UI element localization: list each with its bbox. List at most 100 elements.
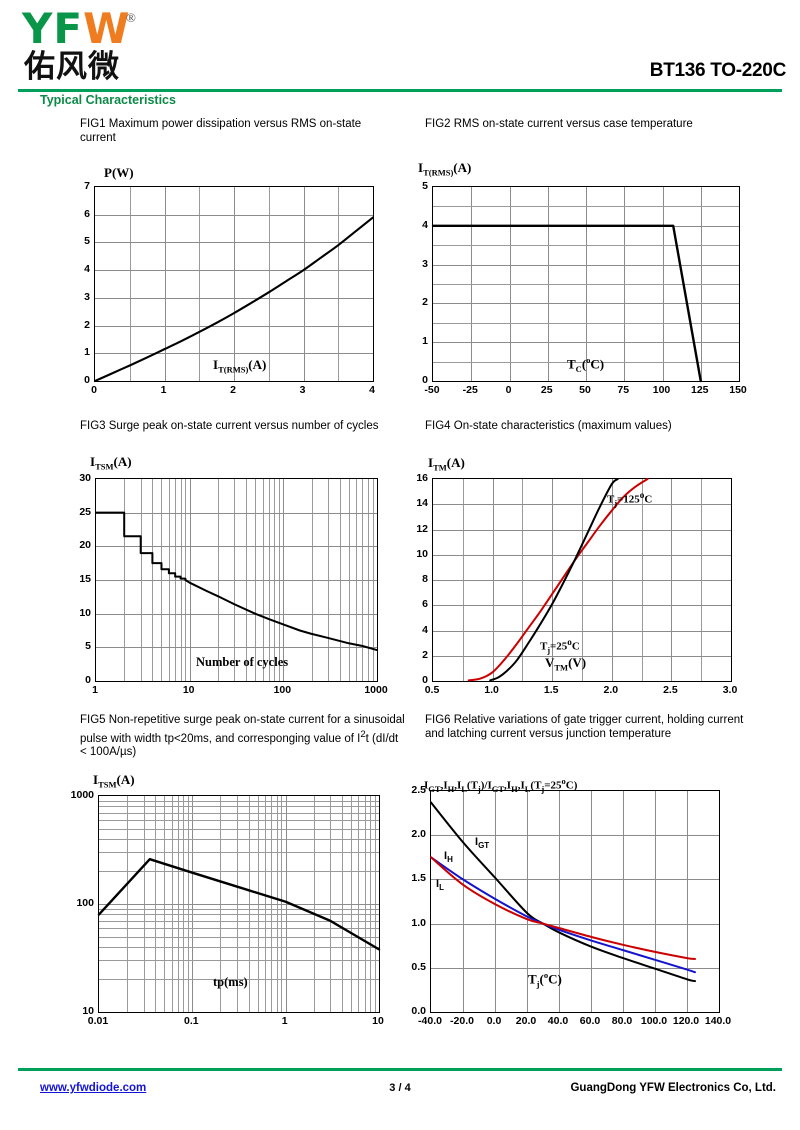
- figure-1-x-axis-label: IT(RMS)(A): [213, 357, 267, 375]
- gridline-horizontal: [99, 812, 379, 814]
- axis-tick-x: 0.01: [87, 1015, 109, 1027]
- axis-tick-x: 1000: [364, 684, 388, 696]
- axis-tick-x: -40.0: [418, 1015, 442, 1027]
- gridline-vertical: [129, 187, 131, 381]
- axis-tick-y: 10: [79, 606, 91, 619]
- figure-3-plot: [95, 478, 378, 682]
- gridline-horizontal: [431, 923, 719, 925]
- axis-tick-x: 0.1: [184, 1015, 199, 1027]
- figure-5-x-axis-label: tp(ms): [213, 975, 248, 989]
- gridline-vertical: [303, 187, 305, 381]
- gridline-horizontal: [96, 647, 377, 649]
- axis-tick-y: 1: [84, 346, 90, 359]
- gridline-horizontal: [433, 342, 739, 344]
- data-series-tj-25-c: [489, 478, 619, 682]
- axis-tick-y: 0: [422, 374, 428, 386]
- gridline-horizontal: [99, 800, 379, 802]
- gridline-vertical: [591, 791, 592, 1012]
- figure-5-caption: FIG5 Non-repetitive surge peak on-state …: [80, 714, 405, 758]
- figure-4-x-axis-label: VTM(V): [545, 655, 587, 673]
- axis-tick-x: 100: [652, 384, 671, 396]
- figure-6-caption: FIG6 Relative variations of gate trigger…: [425, 714, 744, 740]
- gridline-horizontal: [99, 819, 379, 821]
- figure-2-x-axis-label: TC(oC): [567, 355, 605, 374]
- axis-tick-y: 30: [79, 472, 91, 484]
- axis-tick-y: 12: [416, 522, 428, 535]
- gridline-horizontal: [433, 322, 739, 324]
- axis-tick-y: 1.5: [411, 872, 426, 885]
- logo-wordmark: YFW: [22, 4, 131, 53]
- axis-tick-x: 3: [299, 384, 306, 396]
- axis-tick-x: 1: [281, 1015, 288, 1027]
- gridline-horizontal: [99, 936, 379, 938]
- figure-1-y-axis-label: P(W): [104, 165, 134, 180]
- plot-curves: [97, 857, 381, 951]
- figure-1-caption: FIG1 Maximum power dissipation versus RM…: [80, 118, 362, 144]
- axis-tick-x: 20.0: [515, 1015, 537, 1027]
- axis-tick-y: 2: [422, 296, 428, 309]
- plot-curves: [467, 478, 649, 682]
- axis-tick-x: 2: [230, 384, 236, 396]
- gridline-horizontal: [433, 206, 739, 208]
- axis-tick-x: -50: [424, 384, 440, 396]
- axis-tick-x: 3.0: [722, 684, 738, 696]
- axis-tick-y: 6: [422, 598, 428, 611]
- axis-tick-y: 5: [84, 235, 90, 248]
- gridline-horizontal: [433, 554, 731, 556]
- axis-tick-y: 8: [422, 573, 428, 585]
- gridline-vertical: [268, 187, 270, 381]
- axis-tick-y: 3: [422, 257, 428, 270]
- company-logo: YFW ® 佑风微: [22, 8, 212, 88]
- data-series-i-gt: [430, 801, 696, 983]
- gridline-horizontal: [95, 353, 373, 355]
- figure-3-caption: FIG3 Surge peak on-state current versus …: [80, 420, 379, 432]
- figure-4-annotation-25c: Tj=25oC: [540, 637, 580, 655]
- footer-website-link[interactable]: www.yfwdiode.com: [40, 1082, 147, 1094]
- axis-tick-y: 2.0: [411, 828, 426, 841]
- gridline-horizontal: [99, 904, 379, 905]
- gridline-vertical: [338, 187, 340, 381]
- axis-tick-x: 50: [579, 384, 591, 396]
- gridline-vertical: [559, 791, 560, 1012]
- gridline-vertical: [655, 791, 656, 1012]
- gridline-horizontal: [99, 838, 379, 840]
- axis-tick-x: 0.0: [486, 1015, 502, 1027]
- figure-6-annotation-ih: IH: [444, 850, 453, 865]
- gridline-horizontal: [99, 960, 379, 962]
- axis-tick-x: 1: [160, 384, 167, 396]
- gridline-vertical: [495, 791, 496, 1012]
- gridline-horizontal: [431, 879, 719, 881]
- figure-5-plot: [97, 795, 381, 1013]
- axis-tick-y: 2: [84, 318, 90, 331]
- figure-3-x-axis-label: Number of cycles: [196, 655, 289, 669]
- axis-tick-y: 25: [79, 505, 91, 518]
- figure-4-caption: FIG4 On-state characteristics (maximum v…: [425, 420, 672, 432]
- axis-tick-x: 75: [617, 384, 630, 396]
- gridline-horizontal: [433, 245, 739, 247]
- footer-divider: [18, 1068, 782, 1071]
- axis-tick-x: 0: [91, 384, 97, 396]
- axis-tick-y: 1: [422, 335, 428, 348]
- figure-2-plot: [431, 186, 740, 383]
- gridline-vertical: [623, 791, 624, 1012]
- axis-tick-x: 100: [273, 684, 292, 696]
- gridline-horizontal: [99, 946, 379, 948]
- gridline-horizontal: [433, 361, 739, 363]
- axis-tick-y: 2.5: [411, 784, 426, 796]
- axis-tick-x: 1.5: [543, 684, 559, 696]
- axis-tick-x: 1: [92, 684, 98, 696]
- gridline-horizontal: [95, 325, 373, 327]
- axis-tick-y: 6: [84, 207, 90, 220]
- gridline-vertical: [199, 187, 201, 381]
- data-series-tj-125-c: [467, 478, 649, 682]
- gridline-horizontal: [99, 828, 379, 830]
- figure-3: FIG3 Surge peak on-state current versus …: [80, 420, 400, 434]
- plot-curves: [93, 216, 375, 383]
- gridline-horizontal: [96, 512, 377, 514]
- axis-tick-x: 10: [182, 684, 195, 696]
- gridline-horizontal: [95, 214, 373, 216]
- axis-tick-x: 125: [690, 384, 709, 396]
- figure-2: FIG2 RMS on-state current versus case te…: [425, 118, 755, 132]
- gridline-horizontal: [99, 852, 379, 854]
